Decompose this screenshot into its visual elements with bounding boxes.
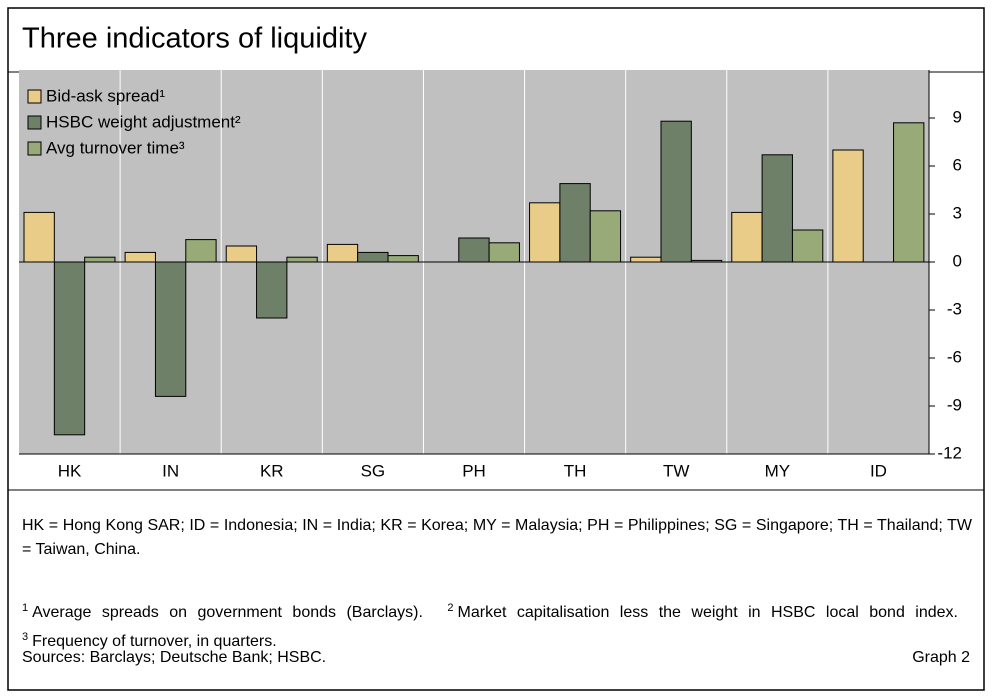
sources: Sources: Barclays; Deutsche Bank; HSBC. [22,649,327,666]
y-tick-label: 6 [953,155,962,174]
bar [630,256,662,263]
bar [357,251,389,263]
bar [23,211,55,263]
footnote-mark: 1 [22,602,29,614]
x-tick-label: TW [663,461,689,480]
bar [256,261,288,319]
x-tick-label: KR [260,461,284,480]
bar [154,261,187,397]
bar [84,256,116,263]
x-tick-label: ID [870,461,887,480]
legend-label: Bid-ask spread¹ [46,86,165,105]
bar [832,149,864,263]
legend-label: HSBC weight adjustment² [46,112,241,131]
y-tick-label: 3 [953,203,962,222]
bar [589,210,622,263]
x-tick-label: TH [564,461,587,480]
graph-label: Graph 2 [912,649,970,666]
footnote-text: Average spreads on government bonds (Bar… [32,604,423,621]
bar [326,243,359,263]
footnote: 2 Market capitalisation less the weight i… [447,602,958,621]
x-tick-label: MY [765,461,791,480]
x-tick-label: HK [58,461,82,480]
legend-swatch [27,89,42,104]
bar [529,202,561,263]
note: HK = Hong Kong SAR; ID = Indonesia; IN =… [22,517,972,558]
footnote-mark: 2 [447,602,454,614]
footnote-text: Frequency of turnover, in quarters. [32,633,277,650]
y-tick-label: -6 [947,347,962,366]
bar [731,211,763,263]
bar [53,261,86,436]
x-tick-label: SG [361,461,386,480]
chart-title: Three indicators of liquidity [22,23,367,55]
bar [488,242,520,263]
bar [458,237,490,263]
frame [7,7,985,691]
footnote: 3 Frequency of turnover, in quarters. [22,631,277,650]
bar [660,120,692,263]
legend-swatch [27,141,42,156]
y-tick-label: -3 [947,299,962,318]
legend-label: Avg turnover time³ [46,138,185,157]
bar [559,183,591,263]
y-tick-label: 9 [953,107,962,126]
bar [185,239,217,263]
bar [225,245,258,263]
legend-swatch [27,115,42,130]
bar [893,122,925,263]
bar [791,229,824,263]
bar [387,255,419,263]
bar [286,256,318,263]
y-tick-label: -12 [937,443,962,462]
y-tick-label: -9 [947,395,962,414]
x-tick-label: IN [162,461,179,480]
footnote-text: Market capitalisation less the weight in… [457,604,958,621]
x-tick-label: PH [462,461,486,480]
bar [124,251,156,263]
footnote: 1 Average spreads on government bonds (Ba… [22,602,423,621]
footnotes: 1 Average spreads on government bonds (Ba… [22,596,972,654]
bar [761,154,793,263]
footnote-mark: 3 [22,631,29,643]
y-tick-label: 0 [953,251,962,270]
